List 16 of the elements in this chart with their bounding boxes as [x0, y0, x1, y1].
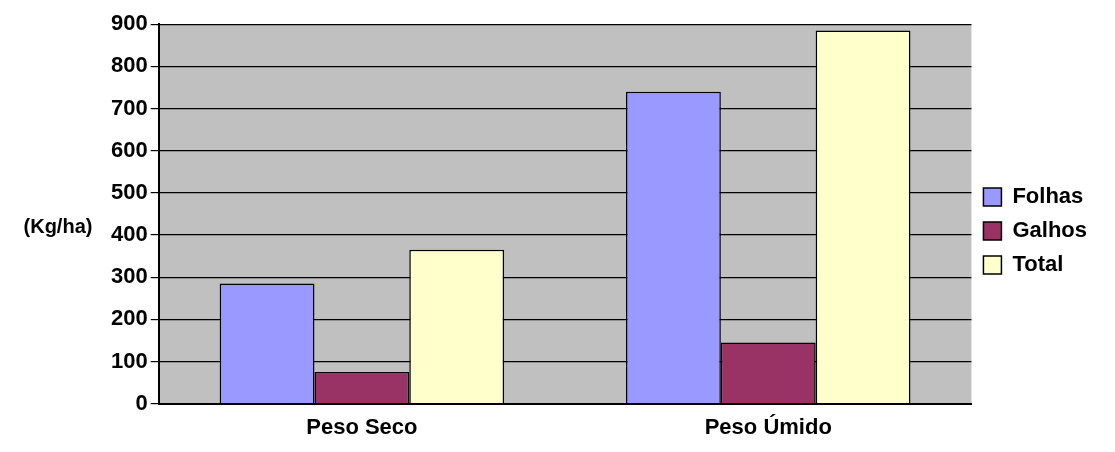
y-axis-title: (Kg/ha) [22, 214, 94, 238]
x-tick-label: Peso Úmido [704, 413, 832, 439]
y-tick-label: 100 [110, 347, 148, 373]
y-tick-label: 500 [110, 178, 148, 204]
y-tick-label: 200 [110, 305, 148, 331]
y-tick-label: 900 [110, 10, 148, 36]
y-tick-label: 700 [110, 94, 148, 120]
y-tick-label: 400 [110, 221, 148, 247]
legend-label: Total [1012, 251, 1064, 277]
y-tick-label: 0 [135, 389, 148, 415]
y-tick-label: 800 [110, 52, 148, 78]
legend-label: Folhas [1012, 183, 1084, 209]
legend-label: Galhos [1012, 217, 1088, 243]
y-tick-label: 600 [110, 136, 148, 162]
x-tick-label: Peso Seco [306, 413, 418, 439]
y-tick-label: 300 [110, 263, 148, 289]
